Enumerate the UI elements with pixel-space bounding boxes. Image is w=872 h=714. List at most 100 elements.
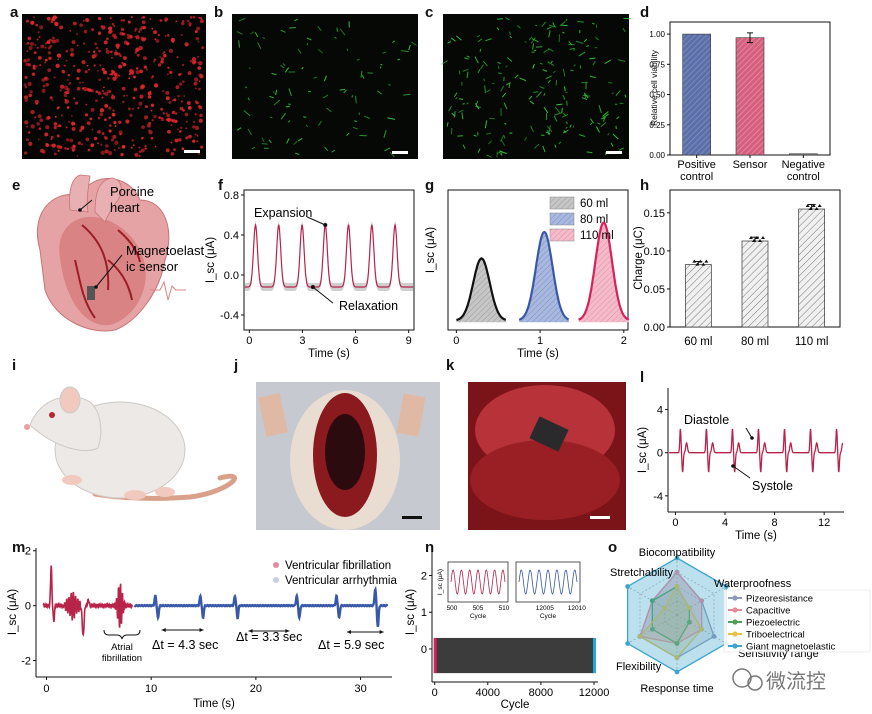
cell — [165, 90, 170, 95]
cell — [32, 64, 36, 68]
cell — [533, 49, 537, 52]
cell — [528, 36, 533, 41]
cell — [617, 59, 626, 63]
cell — [441, 60, 448, 65]
cell — [499, 150, 501, 154]
cell — [275, 89, 278, 96]
cell — [164, 34, 167, 38]
cell — [271, 72, 277, 76]
cell — [110, 138, 115, 142]
cell — [81, 81, 84, 84]
cell — [528, 95, 533, 100]
cell — [487, 140, 493, 145]
cell — [177, 94, 180, 98]
cell — [592, 60, 596, 66]
cell — [140, 17, 143, 19]
cell — [356, 58, 360, 61]
cell — [31, 72, 36, 77]
cell — [41, 88, 46, 93]
panel-letter-b: b — [214, 4, 223, 21]
cell — [76, 44, 79, 47]
cell — [34, 43, 37, 46]
inset-1-xlabel: Cycle — [470, 613, 487, 620]
cell — [542, 69, 548, 72]
cell — [280, 29, 286, 33]
cell — [83, 42, 86, 45]
cell — [199, 17, 203, 20]
cell — [109, 73, 111, 76]
cell — [187, 105, 192, 110]
cell — [189, 59, 193, 63]
atrial-label-line1: Atrial — [111, 642, 133, 653]
cell — [448, 105, 452, 112]
legend-swatch-2 — [549, 212, 575, 226]
cell — [334, 36, 337, 39]
cell — [174, 112, 178, 115]
cell — [514, 74, 519, 79]
cell — [126, 33, 130, 37]
cell — [200, 19, 204, 24]
cell — [197, 61, 199, 64]
cell — [322, 94, 329, 99]
radar-axis-label-1: Biocompatibility — [639, 547, 716, 559]
y-tick-label: 1.00 — [649, 30, 665, 39]
cell — [147, 95, 152, 99]
cell — [238, 17, 246, 22]
cell — [408, 44, 411, 51]
cell — [68, 120, 70, 123]
cell — [464, 57, 469, 60]
cell — [317, 48, 324, 54]
cell — [72, 21, 77, 26]
cell — [109, 50, 113, 54]
cell — [178, 130, 182, 133]
cell — [49, 44, 53, 48]
cell — [497, 62, 501, 64]
x-tick-label: 10 — [145, 683, 157, 695]
cell — [553, 115, 558, 122]
x-tick-label: 2 — [621, 335, 627, 347]
inset-2-frame — [515, 561, 581, 603]
cell — [562, 94, 566, 100]
diastole-leader — [745, 427, 753, 439]
cell — [533, 91, 539, 93]
cell — [138, 45, 143, 51]
x-tick-label-2: Sensor — [733, 159, 768, 171]
cell — [105, 50, 110, 54]
cell — [194, 30, 198, 34]
cell — [157, 63, 162, 67]
cell — [44, 58, 48, 62]
cell — [382, 51, 387, 54]
sensor-label: Magnetoelast ic sensor — [126, 243, 208, 274]
cell — [554, 112, 562, 116]
cell — [151, 27, 154, 30]
cell — [57, 58, 60, 61]
cell — [500, 85, 505, 92]
cell — [539, 86, 545, 89]
cell — [361, 74, 365, 79]
cell — [159, 56, 162, 58]
radar-axis-label-2: Waterproofness — [714, 578, 792, 590]
cell — [505, 17, 511, 21]
cell — [542, 145, 546, 153]
cell — [532, 43, 535, 50]
cell — [137, 106, 140, 110]
inset-1-tick-label: 510 — [499, 605, 510, 612]
cell — [166, 118, 170, 122]
systole-marker — [731, 464, 735, 468]
data-point — [805, 204, 810, 208]
cell — [109, 17, 112, 20]
cell — [141, 15, 145, 19]
cell — [561, 107, 563, 114]
cell — [554, 106, 561, 113]
y-tick-label: -2 — [21, 656, 31, 668]
cell — [162, 112, 165, 115]
x-tick-label: 4000 — [476, 687, 500, 699]
bar-3 — [789, 153, 818, 156]
cell — [44, 46, 47, 49]
legend-marker-5 — [732, 643, 738, 649]
x-tick-label: 0 — [43, 683, 49, 695]
cell — [466, 102, 469, 105]
chart-n: 0 4000 8000 12000 0 1 2 Cycle I_sc (μA) 500 505 510… — [405, 548, 609, 711]
cell — [90, 107, 95, 112]
cell — [317, 120, 322, 126]
